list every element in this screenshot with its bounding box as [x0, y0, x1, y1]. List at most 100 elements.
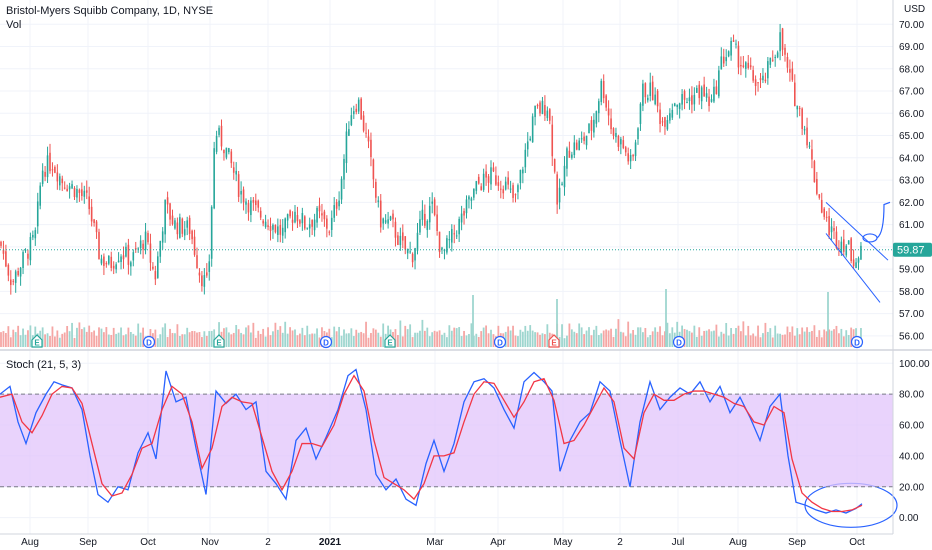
price-tick-label: 57.00 [899, 309, 924, 320]
candle-body [738, 46, 740, 68]
volume-bar [730, 328, 732, 347]
candle-body [662, 121, 664, 122]
candle-body [676, 105, 678, 107]
volume-bar [593, 330, 595, 347]
volume-bar [472, 295, 474, 347]
candle-body [125, 247, 127, 257]
candle-body [96, 222, 98, 233]
volume-bar [615, 329, 617, 347]
volume-bar [22, 329, 24, 347]
candle-body [324, 212, 326, 220]
candle-body [235, 171, 237, 175]
volume-bar [652, 331, 654, 347]
volume-bar [838, 333, 840, 347]
candle-body [275, 225, 277, 232]
volume-bar [566, 336, 568, 347]
candle-body [159, 241, 161, 257]
volume-bar [338, 327, 340, 347]
candle-body [757, 82, 759, 83]
volume-bar [306, 326, 308, 347]
candle-body [488, 176, 490, 183]
volume-bar [701, 336, 703, 347]
date-tick-label: May [554, 537, 573, 548]
volume-bar [167, 337, 169, 347]
stoch-tick-label: 0.00 [899, 513, 919, 524]
volume-bar [348, 333, 350, 347]
volume-bar [527, 331, 529, 347]
event-marker-label: E [216, 339, 222, 348]
candle-body [706, 93, 708, 98]
stochastic-pane [0, 369, 893, 513]
volume-bar [794, 336, 796, 347]
volume-bar [441, 335, 443, 347]
volume-bar [632, 330, 634, 347]
candle-body [338, 201, 340, 207]
candle-body [142, 244, 144, 250]
candle-body [571, 155, 573, 158]
volume-bar [52, 326, 54, 347]
volume-bar [796, 328, 798, 347]
candle-body [534, 106, 536, 117]
volume-bar [419, 331, 421, 347]
volume-bar [125, 334, 127, 347]
volume-bar [605, 329, 607, 347]
candle-body [101, 259, 103, 264]
volume-bar [316, 328, 318, 347]
volume-bar [179, 336, 181, 347]
volume-bar [480, 331, 482, 347]
volume-bar [774, 326, 776, 347]
volume-bar [799, 334, 801, 347]
candle-body [10, 280, 12, 285]
candle-body [510, 189, 512, 190]
candle-body [91, 207, 93, 222]
currency-label[interactable]: USD [904, 4, 925, 15]
volume-bar [630, 333, 632, 347]
candle-body [353, 111, 355, 114]
candle-body [12, 281, 14, 282]
candle-body [605, 95, 607, 107]
candle-body [713, 87, 715, 102]
volume-bar [561, 324, 563, 347]
candle-body [194, 237, 196, 255]
candle-body [157, 256, 159, 278]
volume-bar [206, 336, 208, 347]
candle-body [424, 214, 426, 226]
volume-bar [248, 325, 250, 347]
candle-body [453, 233, 455, 234]
candle-body [250, 201, 252, 216]
candle-body [147, 233, 149, 242]
volume-bar [610, 329, 612, 347]
candle-body [110, 257, 112, 268]
volume-bar [47, 333, 49, 347]
candle-body [586, 136, 588, 145]
price-tick-label: 62.00 [899, 198, 924, 209]
candle-body [331, 218, 333, 230]
candle-body [701, 87, 703, 101]
volume-bar [96, 336, 98, 347]
candle-body [253, 200, 255, 203]
volume-bar [297, 335, 299, 347]
candle-body [498, 182, 500, 186]
candle-body [319, 206, 321, 212]
volume-bar [811, 331, 813, 347]
volume-bar [71, 323, 73, 347]
volume-bar [625, 336, 627, 347]
candle-body [782, 28, 784, 49]
volume-bar [544, 334, 546, 347]
volume-bar [255, 338, 257, 347]
candle-body [182, 219, 184, 234]
volume-bar [426, 328, 428, 347]
candle-body [446, 238, 448, 252]
candlesticks [0, 24, 862, 295]
candle-body [98, 232, 100, 259]
candle-body [297, 215, 299, 221]
indicator-label[interactable]: Stoch (21, 5, 3) [6, 359, 81, 371]
volume-bar [417, 333, 419, 347]
candle-body [47, 155, 49, 177]
volume-bar [448, 325, 450, 347]
candle-body [74, 188, 76, 197]
candle-body [196, 255, 198, 268]
volume-bar [422, 320, 424, 347]
candle-body [267, 225, 269, 227]
